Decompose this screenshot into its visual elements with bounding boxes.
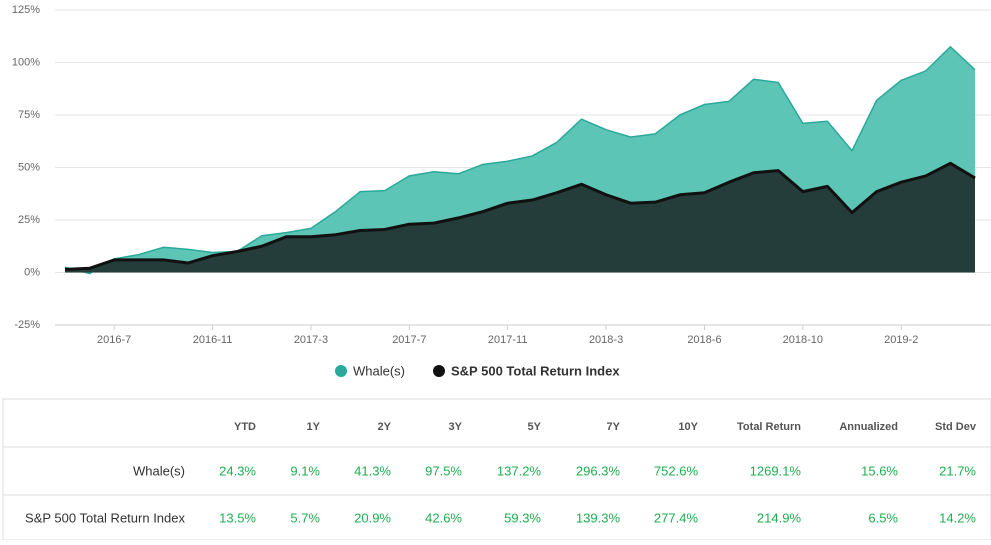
legend-label: Whale(s) xyxy=(353,363,405,378)
y-tick-label: 50% xyxy=(18,161,40,173)
row-label: S&P 500 Total Return Index xyxy=(25,510,185,525)
y-tick-label: 125% xyxy=(12,4,40,16)
cell-value: 15.6% xyxy=(861,463,898,478)
x-tick-label: 2017-11 xyxy=(488,334,528,346)
cell-value: 13.5% xyxy=(219,510,256,525)
cell-value: 6.5% xyxy=(868,510,898,525)
x-tick-label: 2019-2 xyxy=(884,334,918,346)
column-header: 10Y xyxy=(678,421,698,433)
cell-value: 5.7% xyxy=(290,510,320,525)
column-header: 2Y xyxy=(378,421,392,433)
line xyxy=(64,161,976,271)
area xyxy=(65,163,975,273)
cell-value: 752.6% xyxy=(654,463,699,478)
column-header: Annualized xyxy=(839,421,898,433)
cell-value: 14.2% xyxy=(939,510,976,525)
legend-marker xyxy=(335,365,347,377)
row-label: Whale(s) xyxy=(133,463,185,478)
cell-value: 139.3% xyxy=(576,510,621,525)
y-tick-label: 0% xyxy=(24,266,40,278)
cell-value: 21.7% xyxy=(939,463,976,478)
cell-value: 59.3% xyxy=(504,510,541,525)
cell-value: 137.2% xyxy=(497,463,542,478)
column-header: Std Dev xyxy=(935,421,977,433)
y-tick-label: 75% xyxy=(18,109,40,121)
column-header: Total Return xyxy=(737,421,801,433)
cell-value: 9.1% xyxy=(290,463,320,478)
cell-value: 97.5% xyxy=(425,463,462,478)
y-tick-label: 25% xyxy=(18,214,40,226)
x-tick-label: 2016-11 xyxy=(193,334,233,346)
column-header: 1Y xyxy=(307,421,321,433)
cell-value: 20.9% xyxy=(354,510,391,525)
cell-value: 277.4% xyxy=(654,510,699,525)
x-tick-label: 2016-7 xyxy=(97,334,131,346)
y-tick-label: -25% xyxy=(14,319,40,331)
line xyxy=(64,46,976,275)
table-frame xyxy=(2,398,991,541)
x-tick-label: 2018-10 xyxy=(783,334,823,346)
cell-value: 214.9% xyxy=(757,510,802,525)
y-tick-label: 100% xyxy=(12,56,40,68)
column-header: 3Y xyxy=(449,421,463,433)
x-tick-label: 2017-3 xyxy=(294,334,328,346)
cell-value: 42.6% xyxy=(425,510,462,525)
x-tick-label: 2017-7 xyxy=(392,334,426,346)
cell-value: 41.3% xyxy=(354,463,391,478)
legend-marker xyxy=(433,365,445,377)
x-tick-label: 2018-6 xyxy=(687,334,721,346)
cell-value: 1269.1% xyxy=(750,463,802,478)
column-header: 5Y xyxy=(528,421,542,433)
cell-value: 24.3% xyxy=(219,463,256,478)
legend-label: S&P 500 Total Return Index xyxy=(451,363,620,378)
column-header: 7Y xyxy=(607,421,621,433)
x-tick-label: 2018-3 xyxy=(589,334,623,346)
cell-value: 296.3% xyxy=(576,463,621,478)
column-header: YTD xyxy=(234,421,256,433)
